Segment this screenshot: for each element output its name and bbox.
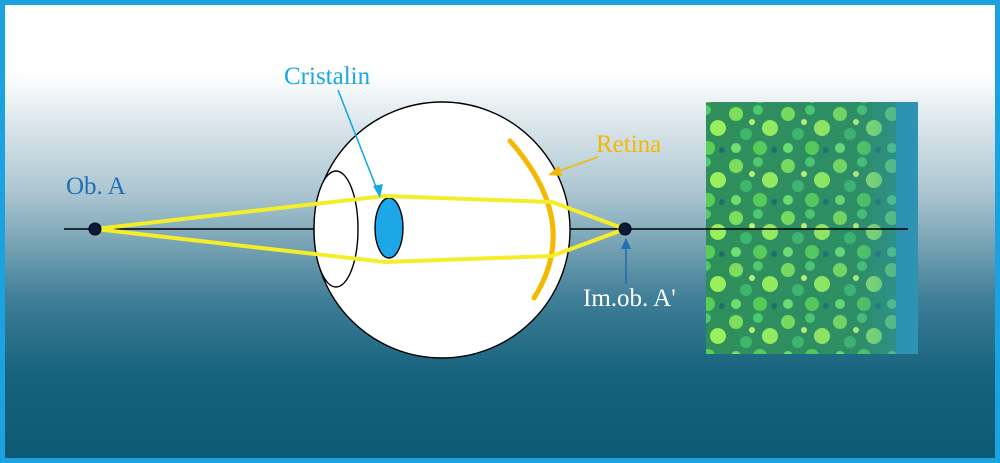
crystalline-lens bbox=[374, 197, 404, 259]
lens-pointer-line bbox=[337, 89, 379, 193]
retina-label: Retina bbox=[596, 131, 661, 158]
object-label: Ob. A bbox=[66, 173, 126, 200]
foliage-photo bbox=[706, 102, 918, 354]
image-label: Im.ob. A' bbox=[583, 285, 676, 312]
image-pointer-arrowhead bbox=[621, 238, 631, 249]
retina-pointer-arrowhead bbox=[548, 166, 562, 176]
retina-pointer-line bbox=[555, 156, 599, 173]
eye-optics-diagram: Ob. A Cristalin Retina Im.ob. A' bbox=[64, 63, 918, 359]
cornea bbox=[313, 170, 359, 288]
lens-pointer-arrowhead bbox=[373, 184, 383, 198]
lens-label: Cristalin bbox=[284, 63, 371, 90]
retina-arc bbox=[507, 138, 556, 301]
light-rays bbox=[94, 194, 626, 264]
object-point bbox=[88, 222, 102, 236]
image-point bbox=[618, 222, 632, 236]
